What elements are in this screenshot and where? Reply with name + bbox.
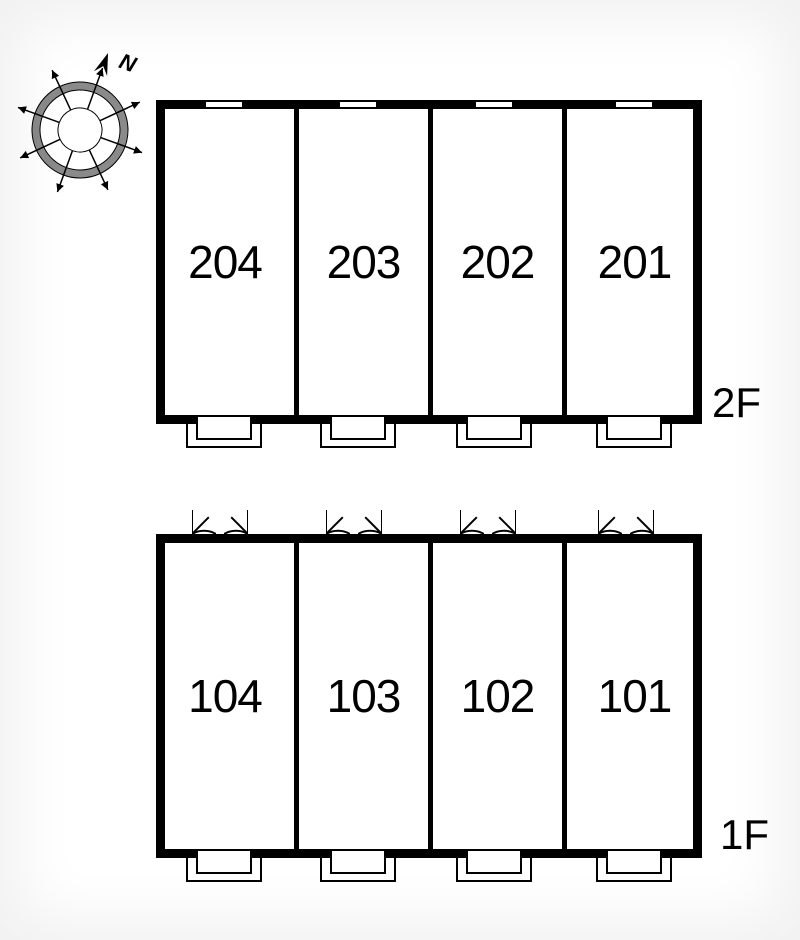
window-notch [340,100,376,109]
floor-label: 1F [720,811,769,859]
unit-104: 104 [156,534,294,858]
unit-202: 202 [428,100,562,424]
door-arc-icon [326,510,350,534]
window-notch [616,100,652,109]
balcony-bracket-inner [196,424,252,440]
balcony-bracket-inner [466,424,522,440]
unit-103: 103 [294,534,428,858]
balcony-bracket-inner [606,424,662,440]
door-arc-icon [460,510,484,534]
unit-102: 102 [428,534,562,858]
balcony-gap [198,415,250,426]
compass-icon: N [0,46,164,214]
unit-label: 101 [598,669,672,723]
balcony-gap [198,849,250,860]
unit-label: 201 [598,235,672,289]
compass-n-label: N [116,48,141,77]
floorplan-canvas: 204 203 202 201 2F 104 103 102 101 1F N [0,0,800,940]
balcony-gap [332,415,384,426]
door-arc-icon [630,510,654,534]
balcony-gap [468,415,520,426]
unit-label: 104 [188,669,262,723]
unit-label: 103 [327,669,401,723]
balcony-bracket-inner [196,858,252,874]
unit-label: 202 [461,235,535,289]
unit-label: 203 [327,235,401,289]
unit-203: 203 [294,100,428,424]
window-notch [476,100,512,109]
door-arc-icon [492,510,516,534]
unit-101: 101 [562,534,702,858]
balcony-gap [608,415,660,426]
balcony-bracket-inner [466,858,522,874]
floor-label: 2F [712,379,761,427]
balcony-gap [608,849,660,860]
door-arc-icon [358,510,382,534]
balcony-bracket-inner [606,858,662,874]
unit-label: 102 [461,669,535,723]
balcony-gap [468,849,520,860]
door-arc-icon [192,510,216,534]
balcony-bracket-inner [330,424,386,440]
unit-204: 204 [156,100,294,424]
balcony-gap [332,849,384,860]
balcony-bracket-inner [330,858,386,874]
door-arc-icon [598,510,622,534]
unit-label: 204 [188,235,262,289]
door-arc-icon [224,510,248,534]
unit-201: 201 [562,100,702,424]
window-notch [206,100,242,109]
